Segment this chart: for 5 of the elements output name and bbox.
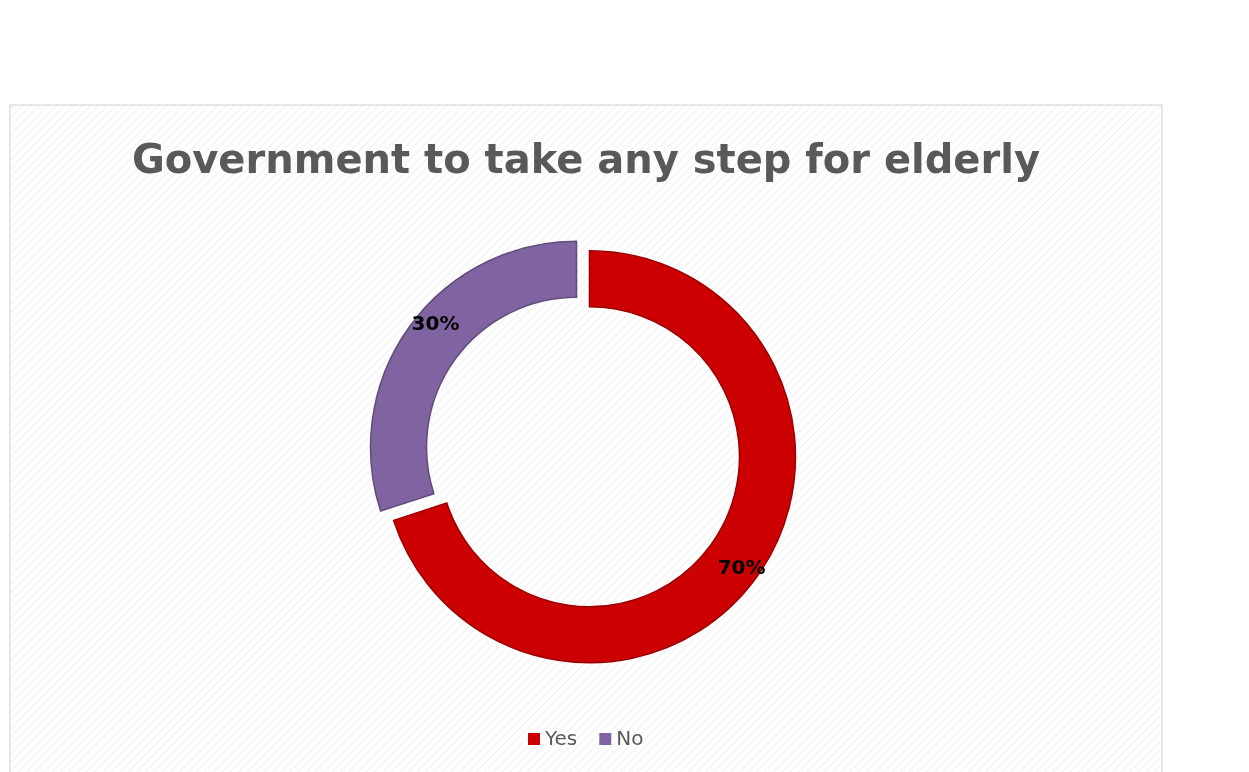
legend-label: No xyxy=(616,726,644,750)
data-label: 30% xyxy=(411,310,460,335)
chart-title: Government to take any step for elderly xyxy=(131,136,1041,182)
legend-label: Yes xyxy=(544,726,578,750)
data-label: 70% xyxy=(717,555,766,580)
